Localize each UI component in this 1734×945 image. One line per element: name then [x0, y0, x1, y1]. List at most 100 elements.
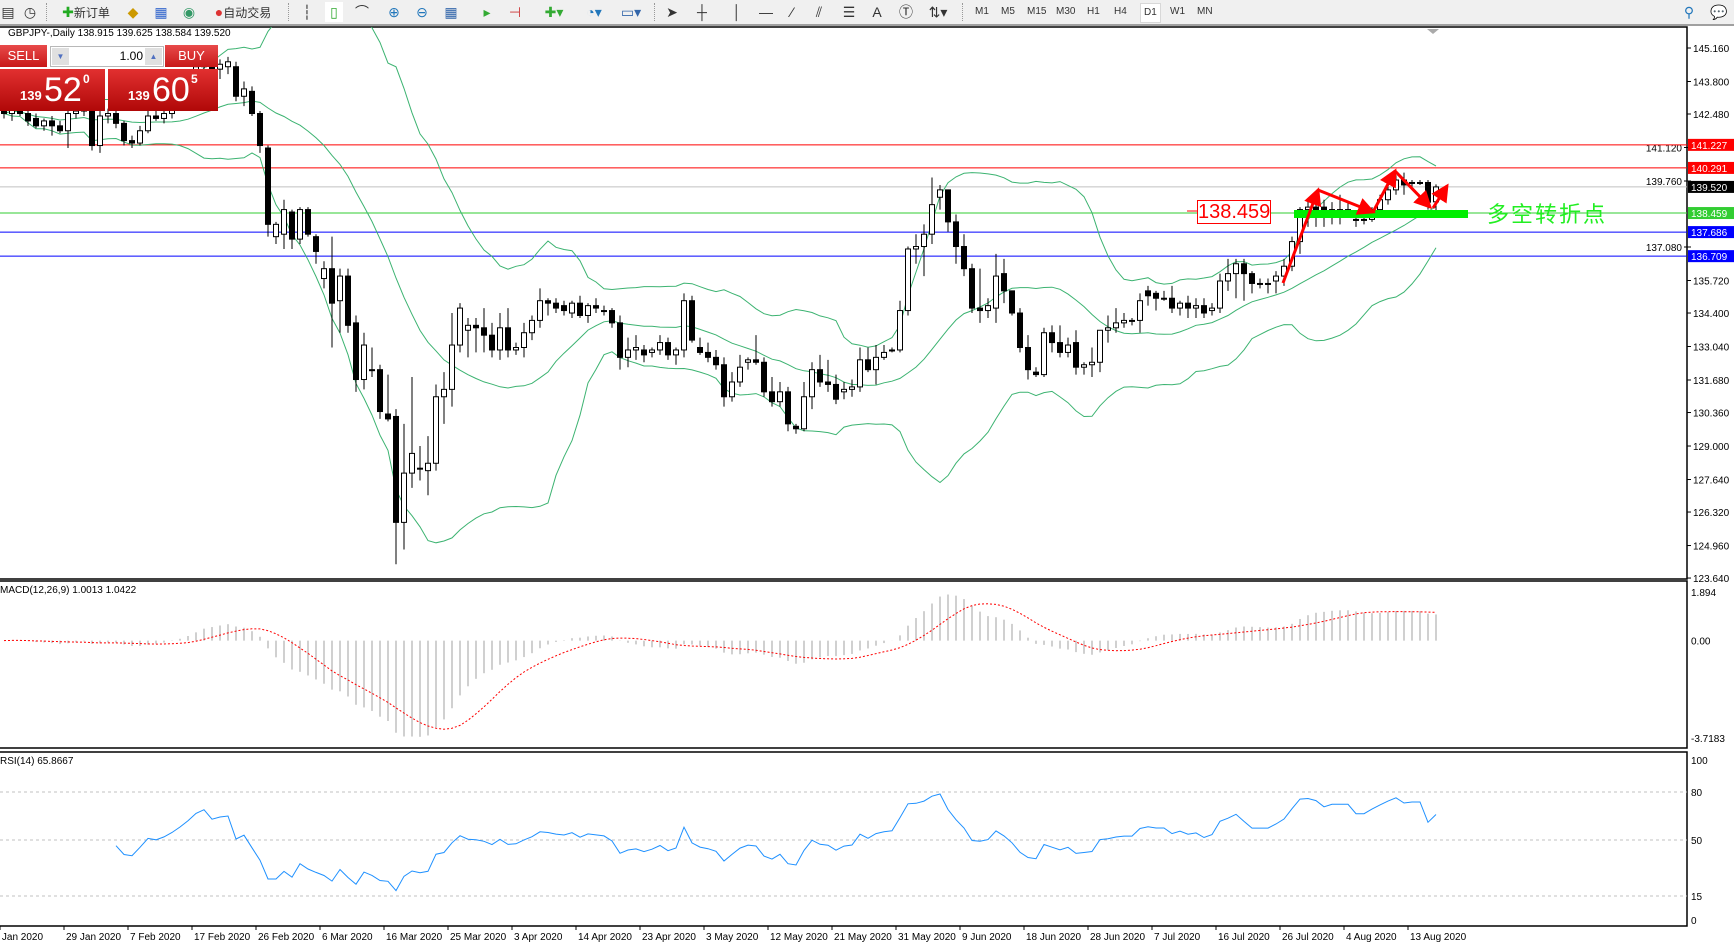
candle[interactable]	[361, 332, 367, 390]
templates-button[interactable]: ▭▾	[617, 2, 645, 22]
candle[interactable]	[633, 335, 639, 360]
candle[interactable]	[793, 423, 799, 434]
candle[interactable]	[345, 268, 351, 333]
candle[interactable]	[777, 381, 783, 407]
navigator-button[interactable]: ▦	[152, 2, 170, 22]
candle[interactable]	[145, 111, 151, 134]
candle[interactable]	[257, 111, 263, 153]
candle[interactable]	[865, 347, 871, 373]
candle[interactable]	[625, 337, 631, 368]
auto-trading-button[interactable]: ● 自动交易	[205, 2, 281, 22]
candle[interactable]	[1153, 290, 1159, 311]
crosshair-button[interactable]: ┼	[694, 2, 710, 22]
candle[interactable]	[1145, 285, 1151, 306]
candle[interactable]	[225, 56, 231, 75]
candle[interactable]	[89, 108, 95, 151]
tile-windows-button[interactable]: ▦	[442, 2, 460, 22]
candle[interactable]	[521, 322, 527, 358]
candle[interactable]	[681, 293, 687, 358]
candle[interactable]	[617, 315, 623, 370]
candle[interactable]	[1129, 317, 1135, 326]
candle[interactable]	[1185, 295, 1191, 318]
candle[interactable]	[1257, 278, 1263, 289]
candle[interactable]	[1089, 347, 1095, 378]
candle[interactable]	[1233, 258, 1239, 299]
candle[interactable]	[673, 347, 679, 365]
candle[interactable]	[569, 300, 575, 318]
candle[interactable]	[33, 113, 39, 129]
candle[interactable]	[937, 184, 943, 210]
candle[interactable]	[665, 337, 671, 360]
candle[interactable]	[513, 342, 519, 355]
candle[interactable]	[385, 374, 391, 422]
candle[interactable]	[49, 115, 55, 136]
candle[interactable]	[657, 335, 663, 355]
candle[interactable]	[265, 145, 271, 237]
candle[interactable]	[1097, 329, 1103, 373]
candle[interactable]	[537, 288, 543, 328]
candle[interactable]	[609, 308, 615, 328]
candle[interactable]	[977, 268, 983, 323]
candle[interactable]	[129, 135, 135, 148]
candle[interactable]	[241, 81, 247, 107]
candle[interactable]	[745, 357, 751, 370]
candle[interactable]	[281, 199, 287, 249]
lot-increase-button[interactable]: ▲	[145, 48, 162, 65]
candle[interactable]	[1265, 278, 1271, 294]
bar-chart-button[interactable]: ┆	[298, 2, 316, 22]
candle[interactable]	[1049, 325, 1055, 353]
candle[interactable]	[137, 125, 143, 146]
candle[interactable]	[489, 322, 495, 358]
text-label-button[interactable]: Ⓣ	[898, 2, 914, 22]
vertical-line-button[interactable]: │	[730, 2, 744, 22]
candle[interactable]	[321, 261, 327, 289]
candle[interactable]	[577, 295, 583, 318]
candle[interactable]	[1033, 367, 1039, 378]
lot-size-input[interactable]: ▼ 1.00 ▲	[50, 46, 164, 67]
candle[interactable]	[857, 347, 863, 392]
candle[interactable]	[961, 234, 967, 277]
equidistant-channel-button[interactable]: ⫽	[810, 2, 828, 22]
candle[interactable]	[1273, 271, 1279, 294]
line-chart-button[interactable]: ⌒	[353, 2, 371, 22]
candle[interactable]	[841, 381, 847, 400]
candle[interactable]	[249, 86, 255, 116]
candle[interactable]	[41, 118, 47, 131]
candle[interactable]	[1025, 335, 1031, 380]
candle[interactable]	[1001, 258, 1007, 304]
autoscroll-button[interactable]: ▸	[478, 2, 496, 22]
chat-button[interactable]: 💬	[1708, 2, 1730, 22]
candle[interactable]	[121, 120, 127, 146]
candle[interactable]	[529, 315, 535, 341]
timeframe-w1[interactable]: W1	[1170, 6, 1185, 17]
candle[interactable]	[105, 108, 111, 124]
reversal-point-text[interactable]: 多空转折点	[1487, 202, 1608, 227]
timeframe-m1[interactable]: M1	[975, 6, 989, 17]
zoom-out-button[interactable]: ⊖	[413, 2, 431, 22]
search-button[interactable]: ⚲	[1680, 2, 1698, 22]
candle[interactable]	[889, 347, 895, 353]
candle[interactable]	[1169, 285, 1175, 314]
candle[interactable]	[377, 364, 383, 419]
buy-button[interactable]: BUY	[165, 45, 218, 67]
candle[interactable]	[689, 295, 695, 343]
candle[interactable]	[641, 345, 647, 363]
candle[interactable]	[57, 120, 63, 134]
candle[interactable]	[585, 303, 591, 323]
indicators-button[interactable]: ✚▾	[540, 2, 568, 22]
candle[interactable]	[561, 300, 567, 316]
candle[interactable]	[737, 354, 743, 387]
candle[interactable]	[921, 224, 927, 277]
candle[interactable]	[785, 386, 791, 432]
candle[interactable]	[993, 253, 999, 323]
candle[interactable]	[1409, 180, 1415, 188]
candle[interactable]	[505, 308, 511, 358]
candle[interactable]	[289, 209, 295, 249]
candle[interactable]	[1217, 273, 1223, 314]
candle[interactable]	[833, 374, 839, 405]
candlestick-button[interactable]: ▯	[325, 2, 343, 22]
candle[interactable]	[849, 379, 855, 397]
profiles-button[interactable]: ◷	[20, 2, 40, 22]
candle[interactable]	[449, 313, 455, 407]
timeframe-h4[interactable]: H4	[1114, 6, 1127, 17]
